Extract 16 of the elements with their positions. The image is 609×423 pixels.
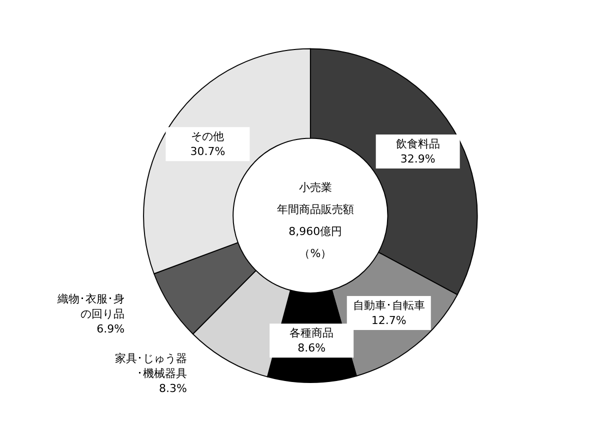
text: （%） bbox=[299, 247, 332, 260]
data-label: 12.7% bbox=[371, 314, 406, 328]
slice-label: 各種商品 bbox=[290, 326, 334, 340]
data-label: 6.9% bbox=[96, 322, 125, 336]
text: 小売業 bbox=[298, 181, 332, 194]
slice-label: 飲食料品 bbox=[396, 137, 440, 150]
slice-label: 家具･じゅう器･機械器具 bbox=[114, 352, 187, 380]
slice-label: その他 bbox=[191, 130, 224, 144]
text: 8,960億円 bbox=[288, 225, 342, 238]
data-label: 30.7% bbox=[190, 145, 226, 158]
slice-label: 織物･衣服･身の回り品 bbox=[56, 292, 125, 321]
text: 年間商品販売額 bbox=[276, 203, 354, 216]
data-label: 8.6% bbox=[298, 342, 326, 355]
data-label: 32.9% bbox=[400, 152, 436, 166]
slice-label: 自動車･自転車 bbox=[352, 299, 425, 312]
data-label: 8.3% bbox=[158, 382, 187, 395]
